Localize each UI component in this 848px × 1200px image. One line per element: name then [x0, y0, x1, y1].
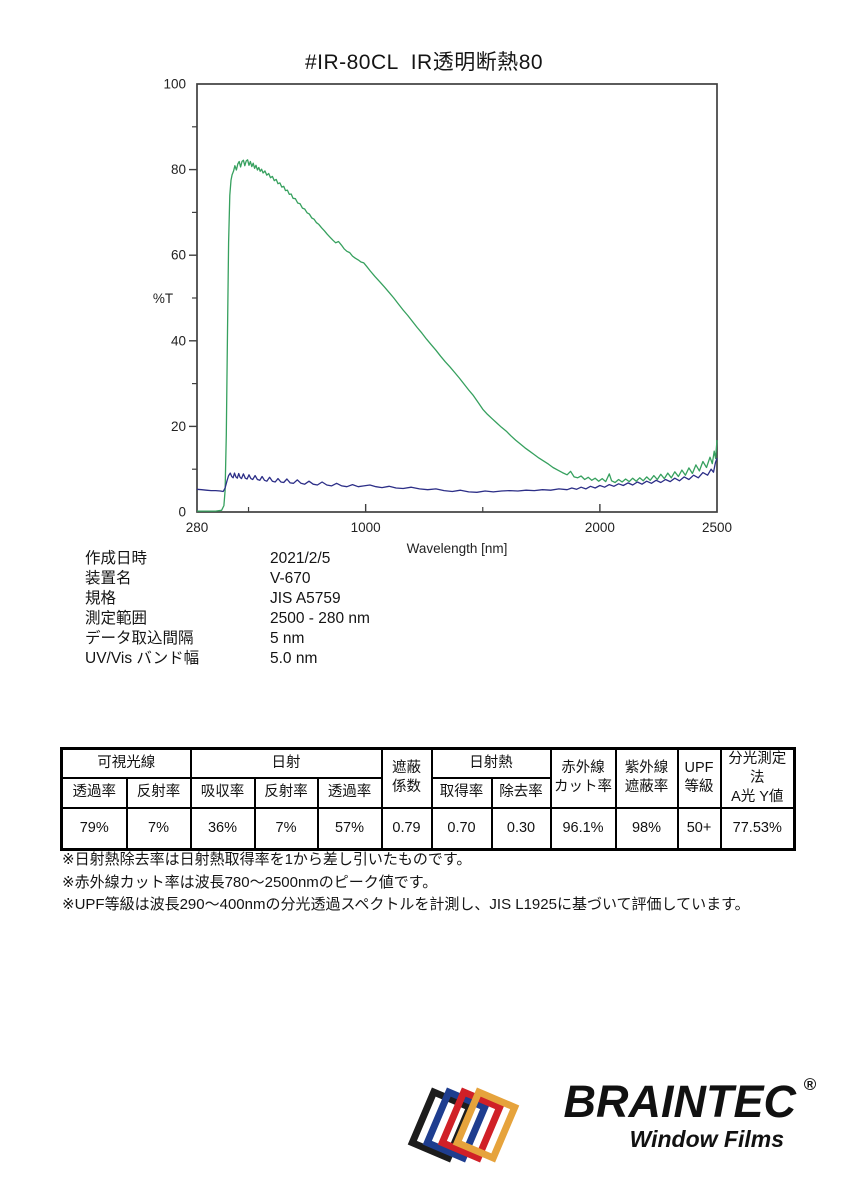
meta-value: 2021/2/5 [270, 550, 331, 567]
y-tick-label: 60 [171, 248, 186, 263]
table-value: 0.70 [430, 806, 493, 851]
brand-name: BRAINTEC ® [563, 1075, 817, 1127]
x-tick-label: 1000 [351, 520, 381, 535]
note-line: ※日射熱除去率は日射熱取得率を1から差し引いたものです。 [62, 851, 472, 868]
chart-area: 0 20 40 60 80 100 280 1000 2000 2500 Wavelength [n… [0, 70, 848, 570]
table-group-header: 紫外線 遮蔽率 [614, 747, 679, 809]
meta-value: V-670 [270, 570, 311, 587]
table-group-header: UPF 等級 [676, 747, 722, 809]
table-group-header: 赤外線 カット率 [549, 747, 617, 809]
table-sub-header: 透過率 [316, 777, 383, 809]
logo-text: BRAINTEC ® Window Films [546, 1075, 817, 1153]
meta-row: 測定範囲 2500 - 280 nm [85, 609, 370, 629]
meta-row: UV/Vis バンド幅 5.0 nm [85, 649, 370, 669]
table-value: 57% [316, 806, 383, 851]
meta-row: 規格 JIS A5759 [85, 589, 370, 609]
y-axis-title: %T [153, 291, 173, 306]
table-group-header: 日射 [189, 747, 383, 779]
table-sub-header: 取得率 [430, 777, 493, 809]
table-sub-header: 透過率 [60, 777, 128, 809]
meta-row: データ取込間隔 5 nm [85, 629, 370, 649]
table-value: 7% [253, 806, 319, 851]
table-value: 0.30 [490, 806, 552, 851]
plot-frame [196, 83, 718, 513]
meta-label: 作成日時 [85, 550, 148, 567]
x-axis-title: Wavelength [nm] [407, 541, 508, 556]
y-tick-label: 100 [163, 77, 186, 92]
table-group-header: 可視光線 [60, 747, 192, 779]
meta-label: 測定範囲 [85, 610, 148, 627]
y-tick-label: 20 [171, 419, 186, 434]
table-value: 7% [125, 806, 192, 851]
meta-row: 装置名 V-670 [85, 569, 370, 589]
table-sub-header: 除去率 [490, 777, 552, 809]
registered-trademark-icon: ® [803, 1075, 816, 1094]
table-value: 77.53% [719, 806, 796, 851]
table-sub-header: 反射率 [253, 777, 319, 809]
meta-label: UV/Vis バンド幅 [85, 650, 200, 667]
table-sub-header: 吸収率 [189, 777, 256, 809]
series-transmittance [197, 159, 718, 512]
meta-row: 作成日時 2021/2/5 [85, 549, 370, 569]
measurement-info: 作成日時 2021/2/5 装置名 V-670 規格 JIS A5759 測定範囲 2500 … [85, 549, 370, 669]
spectrum-chart: 0 20 40 60 80 100 280 1000 2000 2500 Wavelength [n… [153, 77, 732, 557]
y-tick-label: 80 [171, 162, 186, 177]
x-tick-label: 2000 [585, 520, 615, 535]
y-tick-label: 40 [171, 333, 186, 348]
table-value: 96.1% [549, 806, 617, 851]
meta-label: 規格 [85, 590, 117, 607]
meta-value: 2500 - 280 nm [270, 610, 370, 627]
table-value: 79% [60, 806, 128, 851]
meta-label: データ取込間隔 [85, 630, 194, 647]
sub-brand-name: Window Films [629, 1126, 784, 1153]
results-table: 可視光線 日射 遮蔽 係数 日射熱 赤外線 カット率 紫外線 遮蔽率 UPF 等級 分光測定法… [60, 747, 796, 852]
x-tick-label: 280 [186, 520, 209, 535]
meta-label: 装置名 [85, 570, 132, 587]
table-group-header: 分光測定法 A光 Y値 [719, 747, 796, 809]
x-tick-label: 2500 [702, 520, 732, 535]
notes: ※日射熱除去率は日射熱取得率を1から差し引いたものです。 ※赤外線カット率は波長7… [62, 849, 750, 917]
table-value: 0.79 [380, 806, 433, 851]
table-value: 50+ [676, 806, 722, 851]
y-tick-label: 0 [178, 505, 186, 520]
film-stack-icon [407, 1084, 548, 1168]
page-title: #IR-80CL IR透明断熱80 [304, 51, 544, 74]
table-value: 36% [189, 806, 256, 851]
meta-value: JIS A5759 [270, 590, 341, 607]
note-line: ※赤外線カット率は波長780～2500nmのピーク値です。 [62, 873, 438, 891]
table-value: 98% [614, 806, 679, 851]
note-line: ※UPF等級は波長290～400nmの分光透過スペクトルを計測し、JIS L19… [62, 896, 750, 913]
table-group-header: 日射熱 [430, 747, 552, 779]
brand-logo: BRAINTEC ® Window Films [407, 1075, 817, 1178]
table-sub-header: 反射率 [125, 777, 192, 809]
meta-value: 5 nm [270, 630, 305, 647]
meta-value: 5.0 nm [270, 650, 318, 667]
series-reflectance [196, 457, 718, 493]
table-group-header: 遮蔽 係数 [380, 747, 433, 809]
